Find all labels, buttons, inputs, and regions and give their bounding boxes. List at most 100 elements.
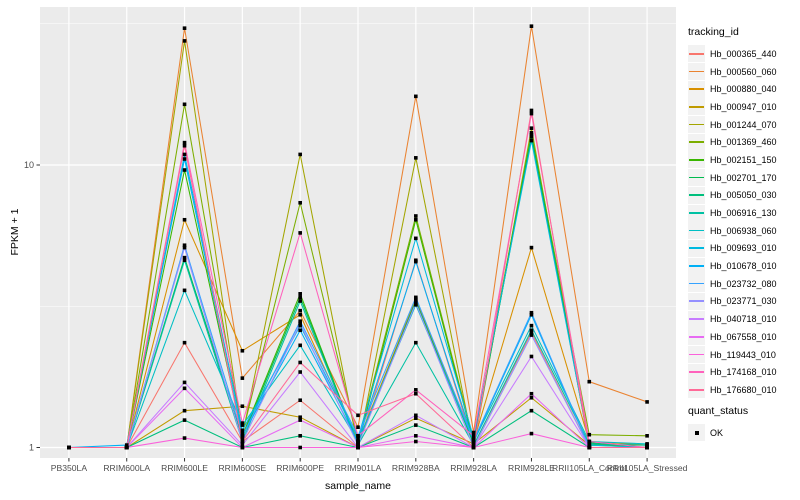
data-point [529, 391, 534, 396]
legend-label: Hb_000560_060 [710, 66, 777, 77]
data-point [414, 439, 418, 444]
legend-items: Hb_000365_440 Hb_000560_060 Hb_000880_040 H… [688, 45, 798, 399]
data-point [240, 423, 245, 427]
data-point [529, 111, 534, 116]
legend-key-line-icon [689, 158, 704, 161]
data-point [529, 408, 534, 413]
legend-label: Hb_002151_150 [710, 154, 777, 165]
legend-label: Hb_001244_070 [710, 119, 777, 130]
data-point [414, 423, 418, 427]
data-point [182, 436, 187, 440]
legend-key [688, 363, 705, 381]
legend-key [688, 275, 705, 293]
legend-item: Hb_000365_440 [688, 45, 798, 63]
legend-item: Hb_176680_010 [688, 381, 798, 399]
data-point [414, 413, 418, 418]
data-point [529, 245, 534, 250]
data-point [471, 443, 476, 447]
legend-key [688, 204, 705, 222]
legend-key-line-icon [689, 282, 704, 285]
data-point [240, 436, 245, 440]
legend-key [688, 45, 705, 63]
legend-label: Hb_000947_010 [710, 101, 777, 112]
x-tick-label: RRII105LA_Control [552, 463, 627, 473]
x-tick-label: RRIM600LA [103, 463, 150, 473]
legend-label: Hb_176680_010 [710, 384, 777, 395]
data-point [298, 323, 302, 328]
data-point [414, 94, 418, 99]
data-point [240, 443, 245, 447]
x-tick-label: RRIM600LE [161, 463, 208, 473]
legend-label: Hb_119443_010 [710, 349, 776, 360]
data-point [529, 131, 534, 135]
legend-key-line-icon [689, 141, 704, 143]
data-point [124, 443, 129, 447]
x-tick-label: RRIM600SE [218, 463, 266, 473]
legend-key-line-icon [689, 388, 704, 391]
data-point [471, 445, 476, 450]
y-tick-label: 1 [29, 443, 34, 453]
data-point [298, 295, 302, 300]
data-point [182, 288, 187, 293]
data-point [240, 376, 245, 380]
data-point [182, 243, 187, 248]
data-point [298, 360, 302, 365]
data-point [529, 108, 534, 113]
legend-key-line-icon [689, 194, 704, 197]
legend-label: Hb_023771_030 [710, 296, 777, 307]
legend-key-line-icon [689, 229, 704, 232]
x-tick-label: RRIM928LA [450, 463, 497, 473]
data-point [182, 217, 187, 222]
data-point [240, 348, 245, 353]
data-point [356, 443, 360, 447]
legend-item: Hb_000560_060 [688, 63, 798, 81]
data-point [529, 395, 534, 400]
data-point [298, 434, 302, 438]
data-point [182, 258, 187, 263]
data-point [356, 439, 360, 444]
data-point [529, 330, 534, 335]
data-point [182, 143, 187, 148]
legend-key [688, 186, 705, 204]
legend-title-quant-status: quant_status [688, 404, 749, 417]
data-point [471, 434, 476, 438]
data-point [414, 391, 418, 396]
data-point [471, 436, 476, 440]
legend-item: Hb_002701_170 [688, 169, 798, 187]
x-tick-label: RRIM928BA [392, 463, 440, 473]
data-point [182, 152, 187, 157]
legend-label: Hb_009693_010 [710, 243, 777, 254]
legend-key [688, 239, 705, 257]
x-tick-label: RRII105LA_Stressed [607, 463, 688, 473]
data-point [529, 310, 534, 315]
legend-label: Hb_040718_010 [710, 314, 777, 325]
data-point [414, 302, 418, 307]
legend-label: Hb_067558_010 [710, 331, 777, 342]
data-point [182, 157, 187, 161]
data-point [298, 308, 302, 313]
data-point [529, 24, 534, 28]
data-point [414, 299, 418, 303]
data-point [414, 301, 418, 305]
data-point [529, 328, 534, 333]
data-point [414, 340, 418, 345]
data-point [356, 413, 360, 418]
legend-item: Hb_174168_010 [688, 363, 798, 381]
data-point [645, 442, 649, 446]
legend-key-line-icon [689, 176, 704, 179]
data-point [356, 434, 360, 438]
data-point [298, 312, 302, 317]
data-point [471, 430, 476, 435]
data-point [356, 425, 360, 429]
data-point [240, 445, 245, 450]
data-point [298, 328, 302, 333]
x-tick-label: PB350LA [51, 463, 88, 473]
legend-label: Hb_001369_460 [710, 137, 777, 148]
data-point [67, 445, 71, 450]
data-point [414, 217, 418, 222]
data-point [182, 39, 187, 43]
legend-label: Hb_002701_170 [710, 172, 777, 183]
x-tick-label: RRIM600PE [276, 463, 324, 473]
data-point [529, 431, 534, 436]
